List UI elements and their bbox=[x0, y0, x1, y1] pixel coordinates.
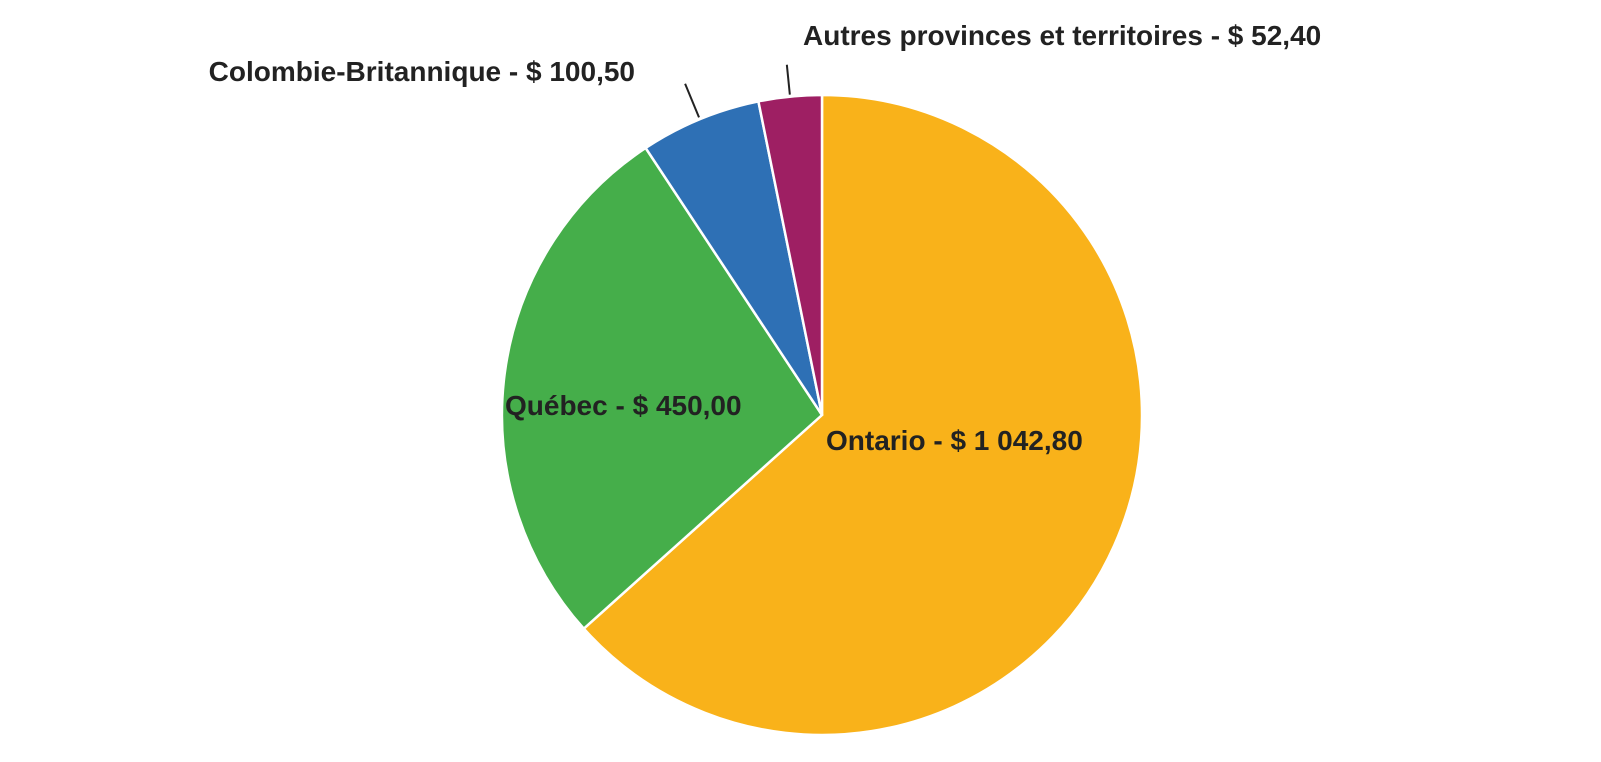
slice-colombie-britannique bbox=[643, 99, 824, 416]
leader-autres-provinces bbox=[785, 64, 791, 95]
label-ontario: Ontario - $ 1 042,80 bbox=[826, 425, 1083, 456]
slice-ontario bbox=[581, 93, 1144, 737]
leader-colombie-britannique bbox=[684, 83, 700, 118]
slice-quebec bbox=[500, 146, 824, 631]
pie-slices bbox=[500, 93, 1144, 737]
slice-labels: Ontario - $ 1 042,80 Québec - $ 450,00 C… bbox=[209, 20, 1322, 456]
label-quebec: Québec - $ 450,00 bbox=[505, 390, 742, 421]
label-autres-provinces: Autres provinces et territoires - $ 52,4… bbox=[803, 20, 1321, 51]
slice-autres-provinces bbox=[756, 93, 824, 416]
label-colombie-britannique: Colombie-Britannique - $ 100,50 bbox=[209, 56, 635, 87]
leader-lines bbox=[684, 64, 791, 118]
